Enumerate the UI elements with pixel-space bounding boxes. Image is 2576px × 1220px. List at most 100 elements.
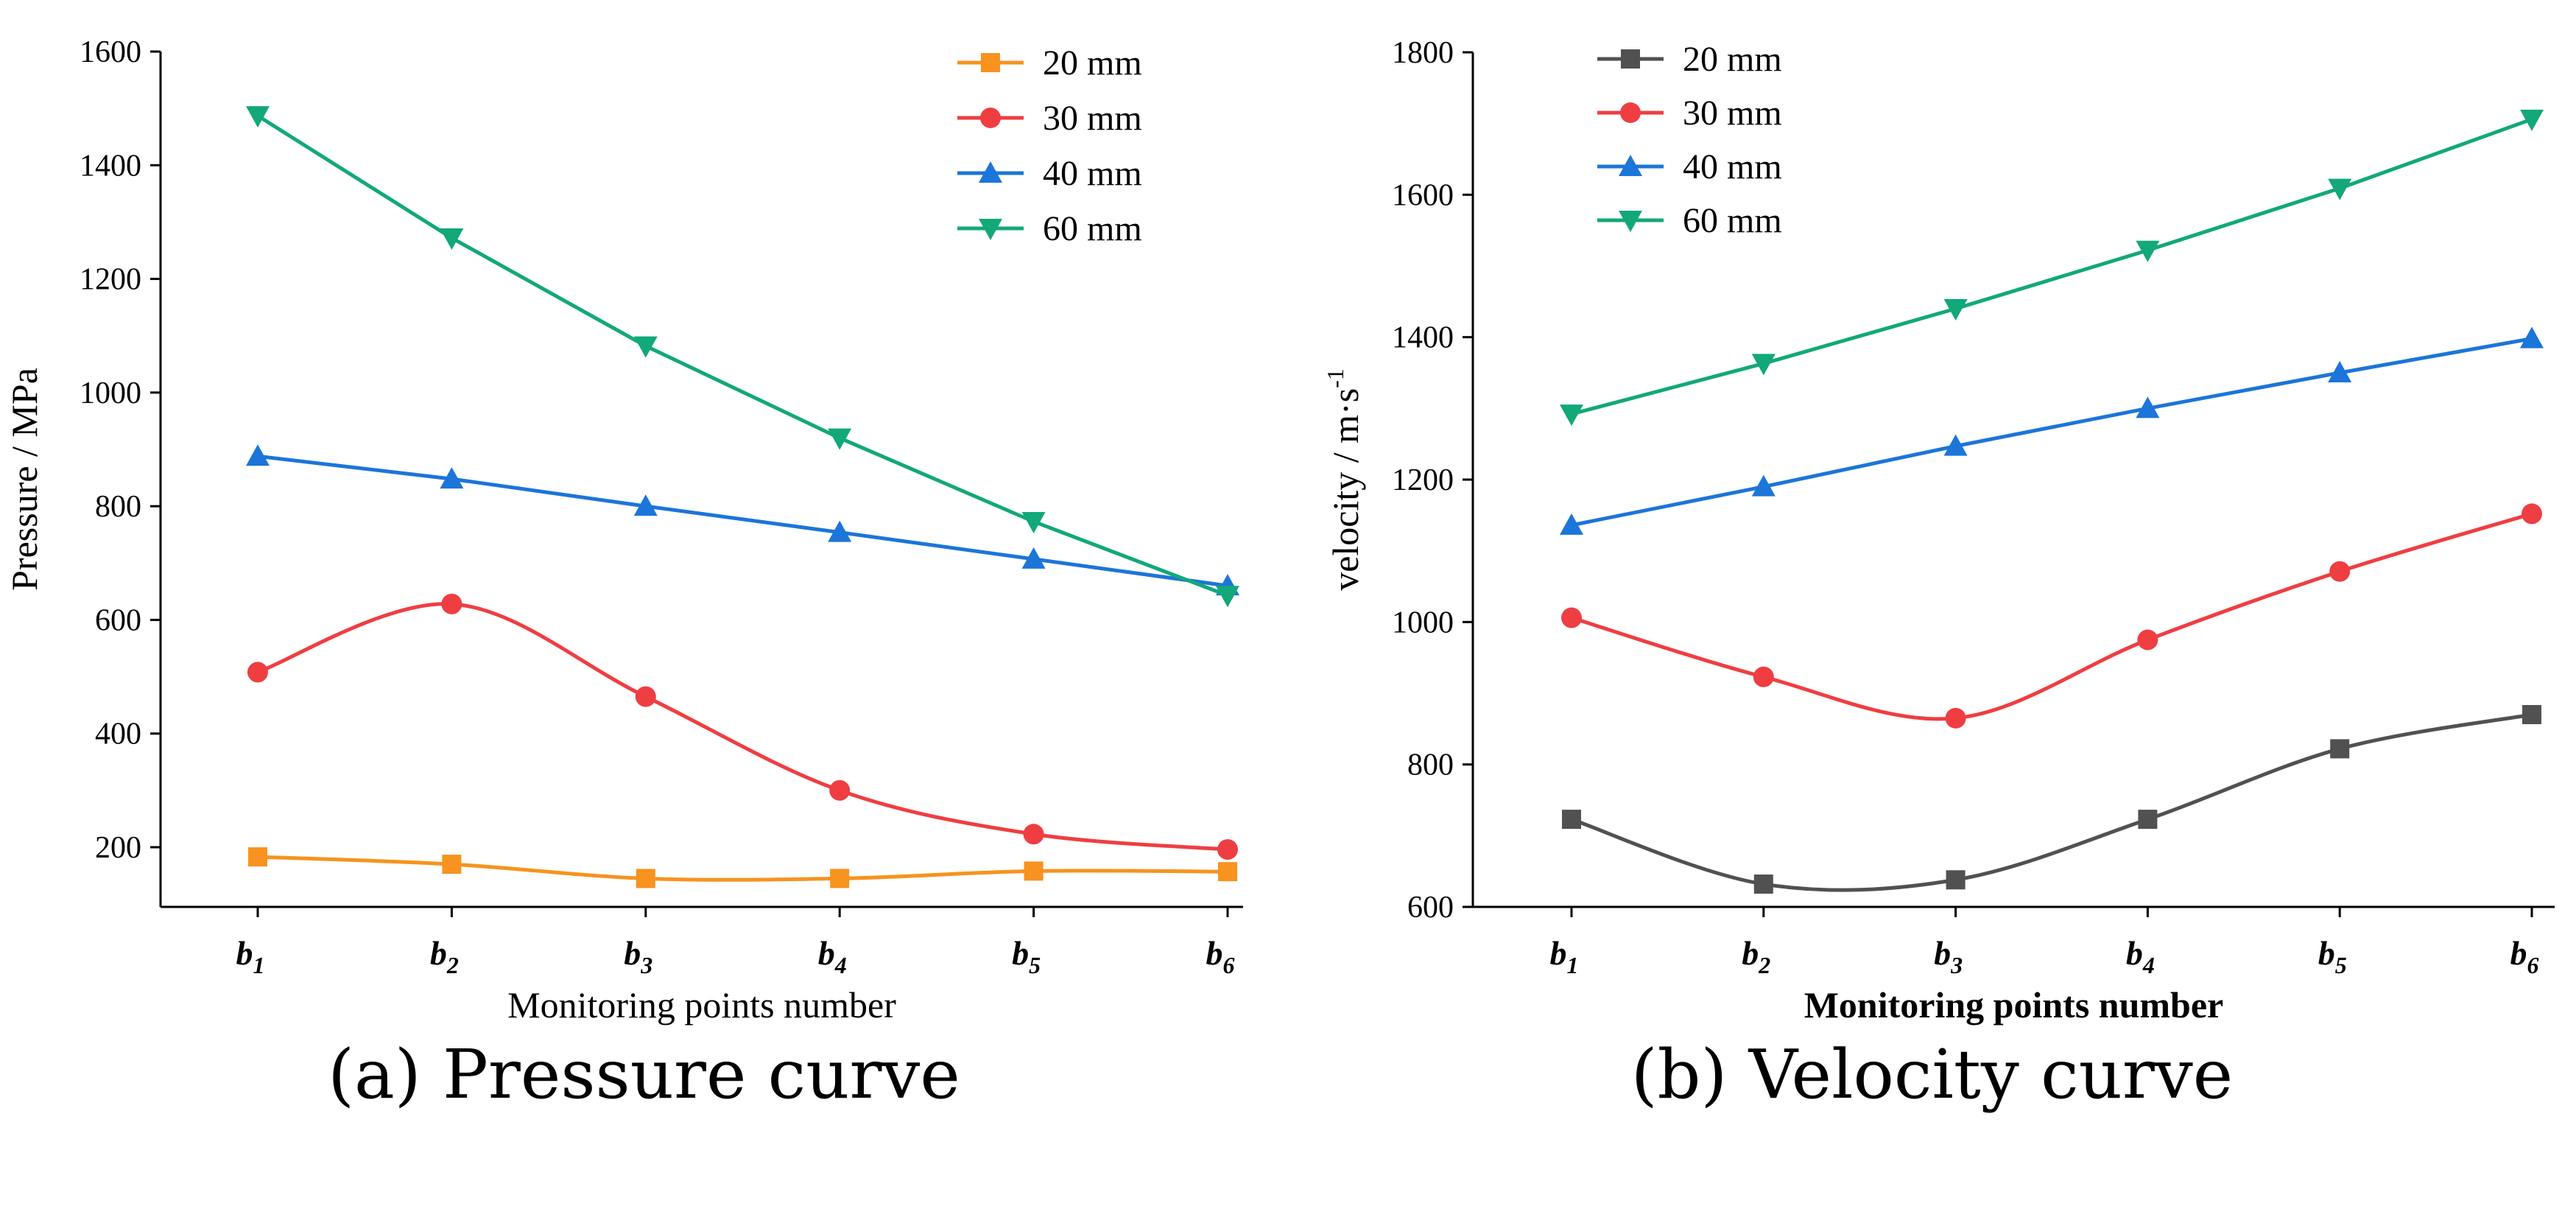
data-point [1751,354,1776,376]
x-tick-label: b3 [624,934,652,978]
data-point [1217,839,1238,860]
data-point [633,336,658,358]
legend-marker [979,219,1002,240]
series-line [257,855,1228,882]
legend-label: 30 mm [1043,99,1142,138]
y-axis-title: velocity / m·s-1 [1322,368,1366,591]
data-point [1218,862,1237,882]
data-point [1753,874,1773,894]
data-point [1753,666,1774,687]
data-point [1561,607,1582,628]
data-point [246,106,270,128]
legend-label: 20 mm [1043,43,1142,83]
series-line [1571,337,2533,527]
series-60-mm [1560,109,2544,427]
data-point [1945,707,1966,729]
legend-label: 20 mm [1683,40,1782,79]
y-tick-label: 1400 [80,149,141,183]
data-point [440,228,464,250]
x-tick-label: b1 [236,934,265,978]
data-point [1560,404,1583,427]
data-point [633,494,658,516]
x-axis-title: Monitoring points number [507,984,896,1026]
pressure-chart: 200 400 600 800 1000 1200 1400 1600 b1 b2 b3 b4 b5 b6… [4,35,1243,1026]
x-tick-label: b5 [1012,934,1041,978]
y-tick-label: 800 [1407,749,1454,782]
y-tick-label: 1000 [80,376,141,410]
data-point [2330,739,2350,759]
x-tick-label: b1 [1550,934,1579,978]
data-point [2328,178,2352,200]
series-line [257,602,1228,852]
legend-label: 40 mm [1043,154,1142,193]
series-30-mm [1561,503,2542,729]
caption-pressure: (a) Pressure curve [328,1035,960,1114]
data-point [2136,240,2160,262]
data-point [1946,870,1966,890]
data-point [1943,434,1968,456]
data-point [2522,503,2542,525]
y-tick-label: 600 [1407,891,1454,925]
series-40-mm [1560,326,2544,535]
x-tick-label: b2 [1742,934,1770,978]
y-tick-label: 400 [95,718,141,751]
x-tick-label: b2 [430,934,459,978]
data-point [2138,810,2158,830]
data-point [441,593,462,614]
data-point [442,855,462,874]
y-axis-title: Pressure / MPa [4,368,45,591]
x-tick-label: b4 [818,934,847,978]
data-point [635,686,656,707]
legend-marker [1621,49,1640,69]
legend: 20 mm 30 mm 40 mm 60 mm [1597,40,1782,240]
legend-label: 60 mm [1683,201,1782,240]
y-tick-label: 1000 [1392,606,1454,639]
y-tick-label: 1200 [1392,463,1454,497]
series-20-mm [248,847,1237,888]
legend-marker [1620,102,1641,123]
data-point [2328,361,2352,382]
series-line [256,114,1228,597]
velocity-chart: 600 800 1000 1200 1400 1600 1800 b1 b2 b3 b4 b5 b6 Mo… [1322,36,2555,1026]
legend-label: 40 mm [1683,147,1782,186]
y-tick-label: 1800 [1392,36,1454,70]
y-tick-label: 1400 [1392,321,1454,355]
x-axis-title: Monitoring points number [1804,984,2224,1026]
y-tick-label: 200 [95,831,141,865]
data-point [1560,513,1583,535]
data-point [2329,561,2351,582]
data-point [2520,326,2544,348]
caption-velocity: (b) Velocity curve [1630,1035,2234,1114]
data-point [830,869,850,888]
x-tick-label: b6 [2510,934,2539,978]
data-point [828,520,852,542]
series-line [1571,117,2533,416]
y-tick-label: 1600 [1392,178,1454,212]
series-60-mm [246,106,1239,608]
data-point [2522,705,2541,724]
legend-label: 30 mm [1683,94,1782,133]
legend-marker [1619,211,1642,232]
data-point [1024,861,1044,881]
legend-marker [979,161,1002,183]
y-tick-label: 800 [95,490,141,524]
velocity-chart-panel: 600 800 1000 1200 1400 1600 1800 b1 b2 b3 b4 b5 b6 Mo… [1288,0,2576,1026]
x-tick-label: b4 [2126,934,2155,978]
data-point [2136,396,2160,418]
series-line [1571,712,2533,892]
legend-marker [1619,155,1642,176]
pressure-chart-panel: 200 400 600 800 1000 1200 1400 1600 b1 b2 b3 b4 b5 b6… [0,0,1288,1026]
y-tick-label: 600 [95,603,141,637]
legend-marker [980,108,1001,128]
data-point [2520,109,2544,131]
legend-marker [981,53,1000,72]
x-tick-label: b5 [2318,934,2347,978]
data-point [828,428,852,450]
series-line [1571,512,2533,721]
data-point [1021,511,1046,533]
data-point [1023,824,1044,845]
data-point [1216,586,1239,608]
data-point [1751,474,1776,497]
data-point [1562,810,1581,830]
